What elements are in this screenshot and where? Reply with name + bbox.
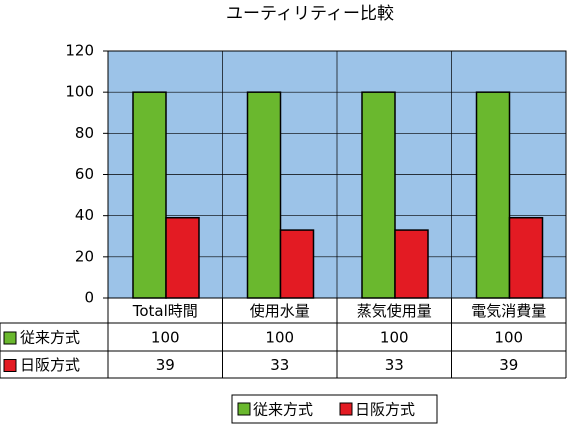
table-value: 100 — [265, 329, 294, 347]
chart-title: ユーティリティー比較 — [226, 4, 394, 24]
bar — [508, 216, 544, 299]
table-value: 33 — [385, 356, 404, 374]
bar — [246, 91, 282, 299]
bar — [361, 91, 396, 299]
y-tick-label: 80 — [75, 124, 94, 142]
y-tick-label: 40 — [75, 206, 94, 224]
series-label: 日阪方式 — [20, 356, 80, 374]
legend-label: 日阪方式 — [355, 401, 415, 419]
table-value: 100 — [151, 329, 180, 347]
x-tick-label: Total時間 — [132, 302, 198, 320]
legend-key — [3, 359, 17, 372]
y-tick-label: 60 — [75, 165, 94, 183]
legend-label: 従来方式 — [253, 401, 313, 419]
y-tick-label: 100 — [65, 83, 94, 101]
legend-box — [231, 394, 438, 424]
y-tick-label: 20 — [75, 247, 94, 265]
series-label: 従来方式 — [20, 329, 80, 347]
table-value: 33 — [270, 356, 289, 374]
y-tick-label: 120 — [65, 42, 94, 60]
bar — [132, 91, 167, 299]
x-tick-label: 蒸気使用量 — [357, 302, 432, 320]
table-value: 100 — [380, 329, 409, 347]
bar — [475, 91, 511, 299]
x-tick-label: 使用水量 — [250, 302, 310, 320]
table-value: 39 — [499, 356, 518, 374]
bar — [279, 229, 315, 299]
table-value: 39 — [156, 356, 175, 374]
legend-key — [237, 402, 251, 416]
x-tick-label: 電気消費量 — [471, 302, 546, 320]
legend-key — [339, 402, 353, 416]
legend-key — [3, 331, 17, 345]
bar — [394, 229, 429, 299]
bar — [165, 216, 200, 299]
y-tick-label: 0 — [84, 289, 94, 307]
table-value: 100 — [494, 329, 523, 347]
